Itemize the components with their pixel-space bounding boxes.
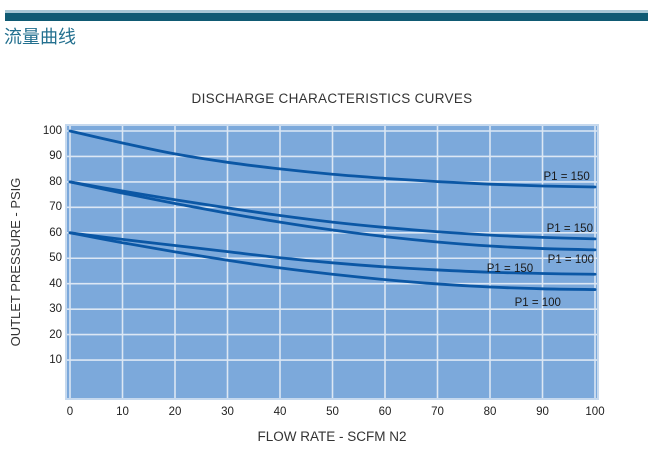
x-tick-label: 10 [116, 406, 129, 418]
x-tick-label: 90 [536, 406, 549, 418]
curve-label: P1 = 150 [543, 171, 589, 183]
curve-label: P1 = 150 [487, 263, 533, 275]
y-tick-label: 100 [42, 125, 62, 137]
x-axis-title: FLOW RATE - SCFM N2 [257, 429, 407, 444]
x-tick-label: 60 [378, 406, 392, 418]
page-heading: 流量曲线 [4, 27, 76, 47]
curve-5 [68, 231, 597, 291]
y-tick-label: 30 [49, 303, 62, 316]
curve-3 [68, 180, 597, 252]
y-tick-label: 60 [49, 226, 62, 239]
y-tick-label: 70 [49, 201, 62, 214]
y-tick-label: 10 [49, 354, 62, 367]
y-tick-label: 90 [49, 150, 62, 163]
curve-label: P1 = 150 [547, 223, 593, 235]
curve-2 [68, 180, 597, 241]
x-tick-label: 20 [168, 406, 182, 418]
y-tick-label: 20 [49, 328, 62, 341]
y-tick-label: 50 [49, 252, 62, 265]
x-tick-label: 100 [585, 406, 605, 418]
x-tick-label: 30 [221, 406, 234, 418]
x-tick-label: 50 [326, 406, 339, 418]
y-tick-label: 40 [49, 277, 62, 290]
curve-1 [68, 129, 597, 189]
x-tick-label: 40 [273, 406, 287, 418]
curve-label: P1 = 100 [548, 254, 594, 266]
x-tick-label: 0 [66, 406, 74, 418]
y-tick-label: 80 [49, 175, 62, 188]
chart-title: DISCHARGE CHARACTERISTICS CURVES [191, 91, 473, 106]
x-tick-label: 70 [431, 406, 444, 418]
chart-canvas: P1 = 150 P1 = 150 P1 = 100 P1 = 150 P1 = 100 [67, 126, 597, 398]
x-tick-label: 80 [483, 406, 497, 418]
section-divider-bar [5, 10, 648, 21]
plot-area: P1 = 150 P1 = 150 P1 = 100 P1 = 150 P1 = 100 [65, 124, 599, 400]
curve-label: P1 = 100 [515, 297, 561, 309]
curve-4 [68, 231, 597, 276]
